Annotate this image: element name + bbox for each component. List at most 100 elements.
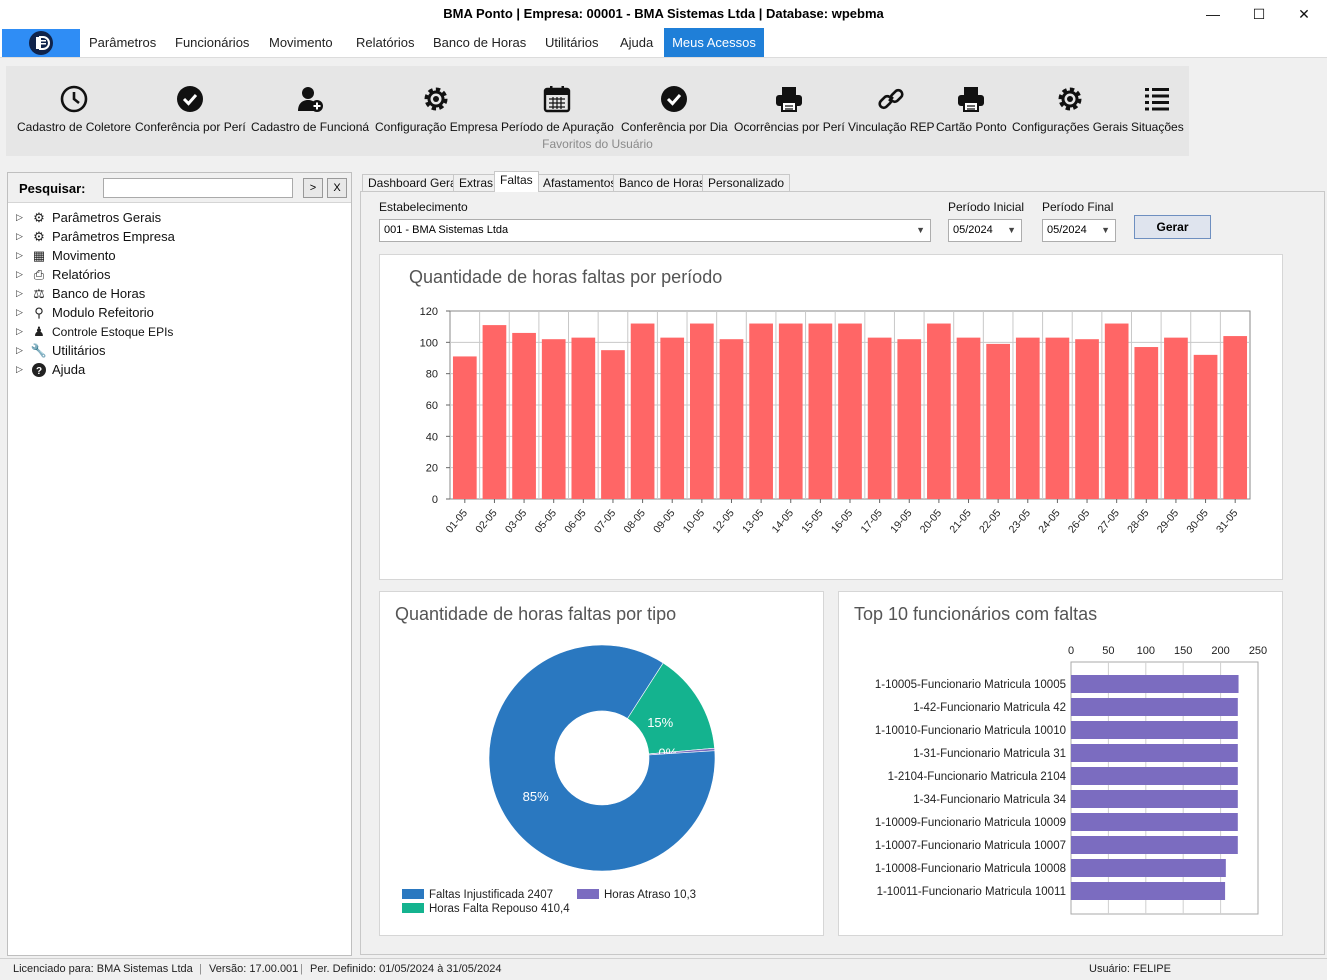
menu-relatorios[interactable]: Relatórios [356, 35, 415, 50]
bar [1071, 882, 1226, 900]
search-go-button[interactable]: > [303, 178, 323, 198]
bar [897, 339, 922, 499]
app-logo-button[interactable] [2, 29, 80, 57]
svg-text:?: ? [36, 366, 42, 377]
top10-bar-chart: 0 50 100 150 200 250 1-10005-Funcionario Matri… [875, 645, 1267, 915]
menu-parametros[interactable]: Parâmetros [89, 35, 157, 50]
bar [1223, 336, 1248, 499]
x-tick-label: 07-05 [592, 507, 619, 535]
x-tick-label: 15-05 [799, 507, 826, 535]
tree-item-utilitarios[interactable]: ▷ 🔧 Utilitários [16, 341, 105, 360]
tree-item-movimento[interactable]: ▷ ▦ Movimento [16, 246, 116, 265]
tree-item-modulo-refeitorio[interactable]: ▷ ⚲ Modulo Refeitorio [16, 303, 154, 322]
tree-item-parametros-empresa[interactable]: ▷ ⚙ Parâmetros Empresa [16, 227, 175, 246]
bar [808, 323, 833, 499]
tab-personalizado[interactable]: Personalizado [702, 174, 791, 192]
x-tick-label: 200 [1211, 645, 1229, 657]
expand-arrow-icon[interactable]: ▷ [16, 326, 23, 336]
expand-arrow-icon[interactable]: ▷ [16, 345, 23, 355]
bar [986, 343, 1010, 499]
expand-arrow-icon[interactable]: ▷ [16, 212, 23, 222]
bar [778, 323, 803, 499]
tree-item-parametros-gerais[interactable]: ▷ ⚙ Parâmetros Gerais [16, 208, 161, 227]
legend-swatch [402, 889, 424, 899]
expand-arrow-icon[interactable]: ▷ [16, 269, 23, 279]
x-tick-label: 21-05 [947, 507, 974, 535]
tree-item-ajuda[interactable]: ▷? Ajuda [16, 360, 85, 379]
ribbon-button-ocorrencias-periodo[interactable]: Ocorrências por Perí [734, 84, 845, 134]
ribbon-button-label: Configurações Gerais [1012, 120, 1129, 134]
x-tick-label: 23-05 [1007, 507, 1034, 535]
tab-afastamentos[interactable]: Afastamentos [537, 174, 623, 192]
ribbon-button-label: Situações [1131, 120, 1184, 134]
bar [1164, 337, 1188, 499]
app-logo-icon [29, 31, 53, 55]
bar [630, 323, 655, 499]
x-tick-label: 250 [1249, 645, 1267, 657]
expand-arrow-icon[interactable]: ▷ [16, 288, 23, 298]
expand-arrow-icon[interactable]: ▷ [16, 364, 23, 374]
ribbon-button-periodo-apuracao[interactable]: Período de Apuração [501, 84, 614, 134]
bar [927, 323, 951, 499]
periodo-inicial-value: 05/2024 [953, 224, 993, 236]
gerar-button[interactable]: Gerar [1134, 215, 1211, 239]
x-tick-label: 05-05 [533, 507, 560, 535]
bar [956, 337, 981, 499]
expand-arrow-icon[interactable]: ▷ [16, 307, 23, 317]
tree-item-label: Utilitários [52, 343, 106, 358]
tab-banco-de-horas[interactable]: Banco de Horas [613, 174, 712, 192]
ribbon-button-label: Ocorrências por Perí [734, 120, 845, 134]
minimize-button[interactable]: — [1206, 6, 1220, 22]
bar [660, 337, 685, 499]
ribbon-button-situacoes[interactable]: Situações [1131, 84, 1184, 134]
legend-label: Faltas Injustificada 2407 [429, 889, 553, 901]
tree-item-banco-de-horas[interactable]: ▷ ⚖ Banco de Horas [16, 284, 145, 303]
menu-meus-acessos[interactable]: Meus Acessos [664, 28, 764, 57]
ribbon-button-cartao-ponto[interactable]: Cartão Ponto [936, 84, 1007, 134]
menu-ajuda[interactable]: Ajuda [620, 35, 654, 50]
tab-dashboard-geral[interactable]: Dashboard Geral [362, 174, 466, 192]
tree-item-relatorios[interactable]: ▷ ⎙ Relatórios [16, 265, 111, 284]
y-tick-label: 1-10011-Funcionario Matricula 10011 [877, 886, 1066, 898]
menu-banco-de-horas[interactable]: Banco de Horas [433, 35, 527, 50]
ribbon-button-configuracao-empresa[interactable]: Configuração Empresa [375, 84, 498, 134]
ribbon-group-label: Favoritos do Usuário [542, 137, 653, 151]
ribbon-button-cadastro-coletore[interactable]: Cadastro de Coletore [17, 84, 131, 134]
tree-item-label: Modulo Refeitorio [52, 305, 154, 320]
menu-movimento[interactable]: Movimento [269, 35, 333, 50]
tree-item-label: Movimento [52, 248, 116, 263]
tree-item-controle-estoque-epis[interactable]: ▷ ♟ Controle Estoque EPIs [16, 322, 173, 341]
periodo-final-select[interactable]: 05/2024 ▼ [1042, 219, 1116, 242]
estabelecimento-label: Estabelecimento [379, 200, 468, 214]
tab-faltas[interactable]: Faltas [494, 171, 539, 192]
legend-swatch [402, 903, 424, 913]
ribbon-button-vinculacao-rep[interactable]: Vinculação REP [848, 84, 935, 134]
close-button[interactable]: ✕ [1298, 5, 1310, 22]
x-tick-label: 09-05 [651, 507, 678, 535]
tab-extras[interactable]: Extras [453, 174, 500, 192]
bar [719, 339, 744, 499]
bar [690, 323, 714, 499]
ribbon-button-cadastro-funcionario[interactable]: Cadastro de Funcioná [251, 84, 369, 134]
y-tick-label: 100 [420, 337, 438, 349]
ribbon-button-label: Período de Apuração [501, 120, 614, 134]
maximize-button[interactable]: ☐ [1252, 5, 1266, 22]
ribbon-button-conferencia-dia[interactable]: Conferência por Dia [621, 84, 728, 134]
menu-utilitarios[interactable]: Utilitários [545, 35, 599, 50]
periodo-inicial-select[interactable]: 05/2024 ▼ [948, 219, 1022, 242]
ribbon-button-conferencia-periodo[interactable]: Conferência por Perí [135, 84, 246, 134]
tree-item-label: Relatórios [52, 267, 111, 282]
estabelecimento-select[interactable]: 001 - BMA Sistemas Ltda ▼ [379, 219, 931, 242]
ribbon-button-configuracoes-gerais[interactable]: Configurações Gerais [1012, 84, 1128, 134]
title-bar: BMA Ponto | Empresa: 00001 - BMA Sistema… [0, 0, 1327, 28]
search-input[interactable] [103, 178, 293, 198]
menu-funcionarios[interactable]: Funcionários [175, 35, 250, 50]
search-clear-button[interactable]: X [327, 178, 347, 198]
expand-arrow-icon[interactable]: ▷ [16, 231, 23, 241]
ribbon-button-label: Cadastro de Coletore [17, 120, 132, 134]
slice-label: 15% [647, 715, 673, 730]
help-icon: ? [31, 362, 47, 378]
y-tick-label: 1-10009-Funcionario Matricula 10009 [875, 817, 1066, 829]
status-bar: Licenciado para: BMA Sistemas Ltda | Ver… [0, 958, 1327, 980]
expand-arrow-icon[interactable]: ▷ [16, 250, 23, 260]
